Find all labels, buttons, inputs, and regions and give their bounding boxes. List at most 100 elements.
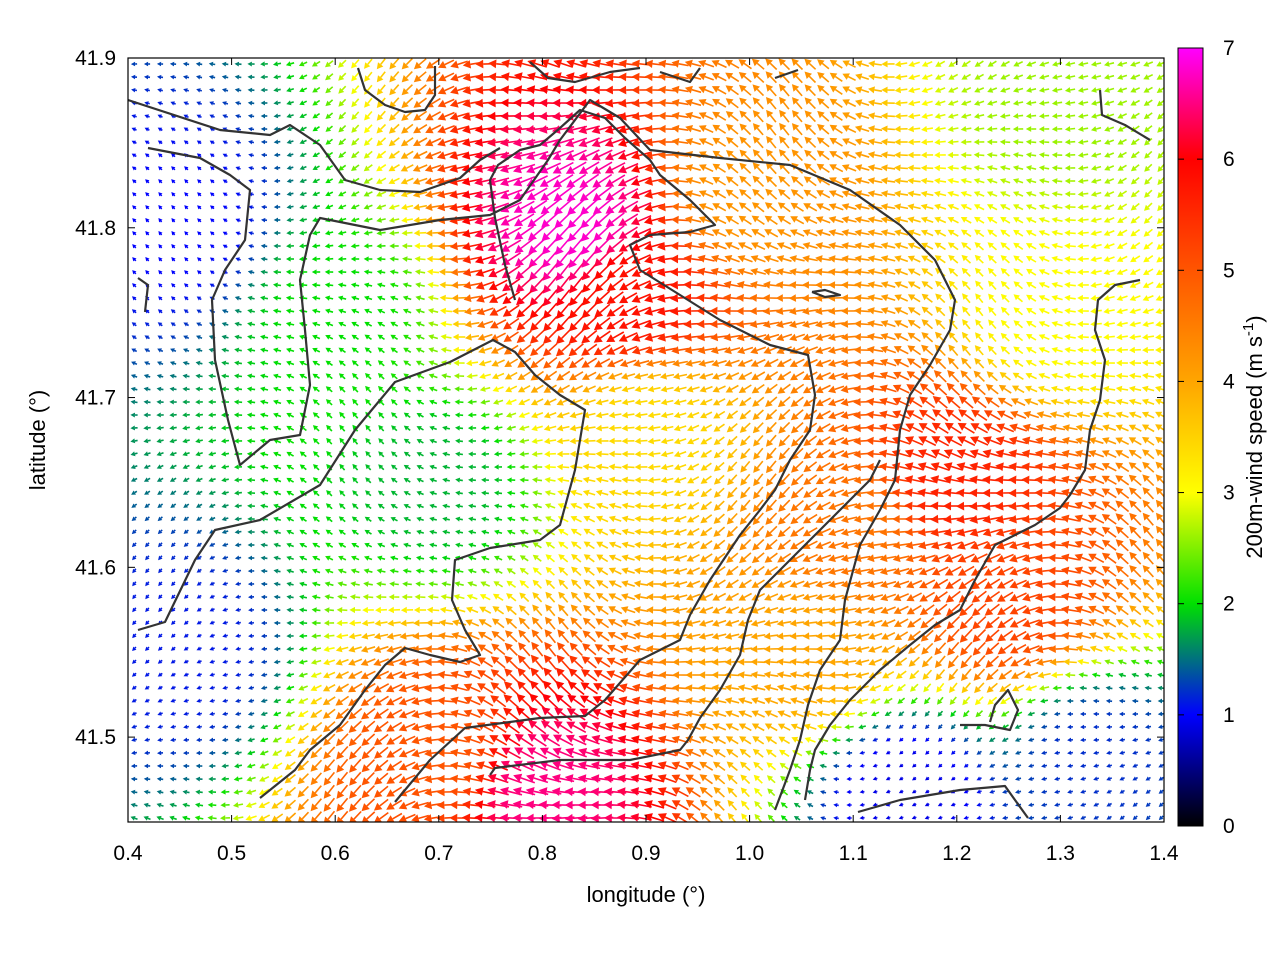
- wind-vector-head: [947, 190, 954, 197]
- wind-vector-shaft: [1030, 206, 1037, 210]
- wind-vector-head: [724, 255, 733, 263]
- wind-vector-shaft: [611, 174, 626, 184]
- wind-vector-shaft: [559, 186, 573, 197]
- wind-vector-head: [829, 85, 838, 93]
- wind-vector-shaft: [562, 412, 570, 416]
- wind-vector-shaft: [303, 165, 307, 169]
- wind-vector-head: [1129, 359, 1135, 367]
- wind-vector-head: [391, 438, 397, 444]
- wind-vector-shaft: [290, 427, 295, 431]
- wind-vector-head: [880, 203, 888, 211]
- wind-vector-shaft: [1160, 137, 1164, 143]
- wind-vector-head: [235, 205, 240, 210]
- wind-vector-shaft: [1121, 87, 1128, 91]
- wind-vector-head: [1102, 385, 1110, 393]
- wind-vector-head: [749, 281, 758, 289]
- wind-vector-head: [986, 371, 994, 379]
- wind-vector-shaft: [912, 426, 924, 434]
- wind-vector-head: [1026, 307, 1033, 314]
- wind-vector-head: [1116, 346, 1123, 354]
- wind-vector-shaft: [585, 236, 598, 250]
- wind-vector-shaft: [316, 178, 320, 182]
- wind-vector-head: [132, 270, 137, 275]
- wind-vector-shaft: [173, 375, 177, 378]
- wind-vector-head: [222, 101, 227, 106]
- wind-vector-head: [143, 399, 149, 405]
- wind-vector-shaft: [1134, 414, 1142, 419]
- wind-vector-head: [698, 112, 707, 120]
- wind-vector-shaft: [1017, 323, 1024, 329]
- wind-vector-shaft: [1057, 75, 1063, 78]
- wind-vector-shaft: [431, 151, 442, 157]
- wind-vector-head: [466, 359, 473, 367]
- wind-vector-head: [894, 255, 902, 263]
- wind-vector-head: [209, 257, 215, 262]
- wind-vector-head: [462, 255, 471, 264]
- wind-vector-shaft: [199, 336, 203, 339]
- wind-vector-head: [553, 59, 563, 68]
- wind-vector-shaft: [546, 199, 560, 211]
- wind-vector-shaft: [873, 271, 883, 275]
- wind-vector-head: [424, 164, 433, 173]
- wind-vector-shaft: [937, 452, 950, 459]
- wind-vector-head: [221, 373, 226, 379]
- wind-vector-head: [286, 451, 292, 457]
- wind-vector-head: [312, 438, 319, 444]
- wind-vector-head: [840, 424, 849, 433]
- wind-vector-head: [312, 347, 318, 353]
- wind-vector-shaft: [743, 448, 751, 456]
- wind-vector-head: [513, 111, 522, 121]
- wind-vector-shaft: [212, 439, 217, 442]
- wind-vector-shaft: [147, 272, 150, 275]
- wind-vector-shaft: [625, 138, 639, 144]
- wind-vector-head: [222, 244, 228, 249]
- wind-vector-head: [828, 320, 836, 328]
- wind-vector-head: [516, 321, 526, 331]
- wind-vector-head: [1064, 307, 1071, 315]
- wind-vector-head: [867, 320, 875, 328]
- wind-vector-shaft: [277, 336, 282, 339]
- wind-vector-shaft: [743, 140, 752, 149]
- wind-vector-shaft: [1096, 88, 1102, 91]
- wind-vector-shaft: [1044, 154, 1050, 157]
- wind-vector-shaft: [1134, 164, 1140, 169]
- wind-vector-shaft: [730, 334, 741, 338]
- wind-vector-head: [817, 110, 825, 119]
- wind-vector-head: [853, 437, 861, 446]
- wind-vector-head: [1077, 242, 1084, 250]
- wind-vector-shaft: [225, 271, 228, 274]
- wind-vector-head: [867, 190, 875, 198]
- wind-vector-head: [1013, 204, 1020, 210]
- wind-vector-shaft: [900, 245, 909, 249]
- wind-vector-head: [815, 216, 824, 224]
- wind-vector-shaft: [367, 453, 372, 458]
- wind-vector-head: [452, 333, 459, 341]
- wind-vector-head: [973, 370, 981, 378]
- wind-vector-shaft: [834, 127, 843, 134]
- wind-vector-head: [855, 86, 863, 94]
- wind-vector-head: [376, 62, 384, 70]
- wind-vector-head: [412, 164, 421, 172]
- wind-vector-head: [944, 436, 954, 444]
- wind-vector-shaft: [238, 323, 242, 326]
- wind-vector-shaft: [212, 155, 215, 158]
- wind-vector-shaft: [692, 386, 700, 390]
- wind-vector-shaft: [147, 207, 150, 210]
- wind-vector-head: [996, 423, 1005, 432]
- wind-vector-shaft: [342, 349, 346, 354]
- wind-vector-shaft: [367, 110, 373, 117]
- wind-vector-shaft: [586, 276, 597, 288]
- wind-vector-shaft: [212, 246, 215, 249]
- wind-vector-head: [539, 72, 549, 81]
- wind-vector-shaft: [446, 427, 451, 430]
- wind-vector-shaft: [1070, 101, 1076, 104]
- wind-vector-shaft: [199, 310, 202, 314]
- wind-vector-head: [169, 373, 175, 379]
- wind-vector-head: [1130, 87, 1137, 93]
- wind-vector-head: [1103, 333, 1110, 341]
- wind-vector-shaft: [406, 218, 413, 221]
- wind-vector-shaft: [977, 400, 987, 409]
- wind-vector-shaft: [173, 155, 176, 158]
- wind-vector-head: [169, 412, 174, 418]
- wind-vector-shaft: [886, 284, 896, 288]
